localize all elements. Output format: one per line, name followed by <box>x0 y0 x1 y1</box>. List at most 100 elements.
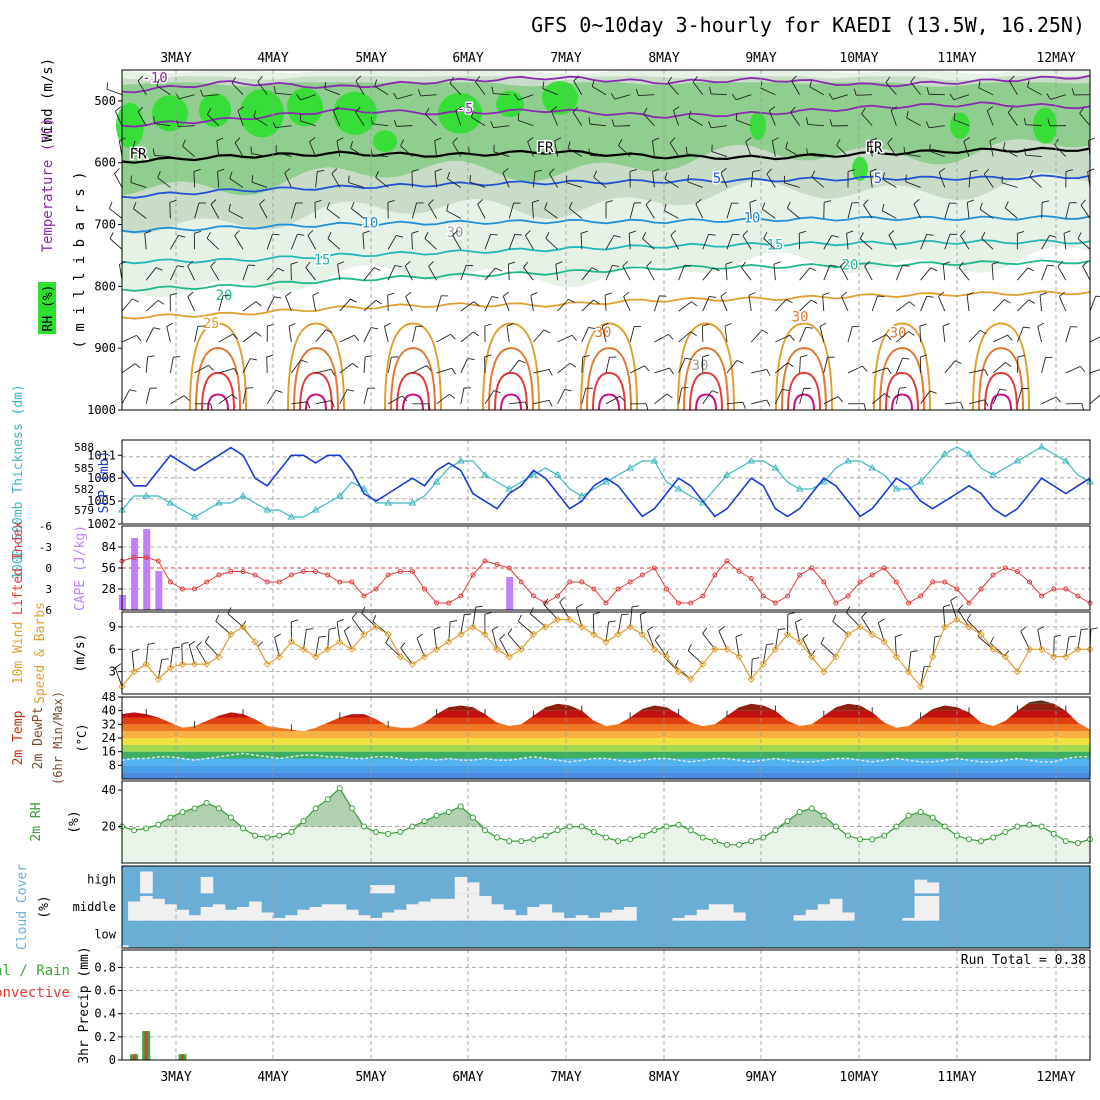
cloud-cover-cell <box>140 871 153 894</box>
rh-moist-patch <box>438 92 482 134</box>
tick-label: 28 <box>102 582 116 596</box>
upper-wind-barb <box>449 82 462 96</box>
boundary-layer-isotherm <box>781 347 827 411</box>
upper-wind-barb <box>799 327 807 343</box>
boundary-layer-isotherm <box>201 371 235 411</box>
upper-wind-barb <box>944 360 956 374</box>
wind-barb-flag <box>1057 261 1064 267</box>
upper-wind-barb <box>460 388 465 404</box>
cloud-cover-cell <box>382 885 395 894</box>
tick-label: 0.4 <box>94 1007 116 1021</box>
upper-wind-barb <box>740 267 752 281</box>
wind-barb-flag <box>208 365 214 371</box>
upper-wind-barb <box>1065 202 1070 219</box>
wind-barb-flag <box>612 265 620 267</box>
wind-barb-flag <box>839 260 846 267</box>
lifted-index-marker <box>543 600 548 606</box>
cloud-cover-cell <box>370 917 383 921</box>
upper-wind-barb <box>130 182 147 188</box>
wind-barb-flag <box>967 199 974 203</box>
rh2m-axis-label: 2m RH <box>29 802 44 841</box>
wind-barb-flag <box>275 389 283 393</box>
upper-wind-barb <box>266 267 278 281</box>
lifted-index-marker <box>301 569 306 574</box>
upper-wind-barb <box>944 202 950 219</box>
wind-barb-flag <box>664 203 667 211</box>
wind-barb-flag <box>787 362 794 368</box>
upper-wind-barb <box>628 233 631 250</box>
wind-barb-flag <box>635 88 639 96</box>
wind-barb-flag <box>523 261 529 268</box>
wind-barb-flag <box>468 146 470 154</box>
upper-wind-barb <box>856 94 873 96</box>
wind-barb-flag <box>991 261 999 265</box>
wind-barb-flag <box>1065 169 1073 172</box>
upper-wind-barb <box>332 110 341 126</box>
wind-barb-flag <box>688 110 692 118</box>
upper-wind-barb <box>775 334 791 343</box>
wind-barb-flag <box>452 230 458 236</box>
thickness-tick-label: 579 <box>74 504 94 517</box>
upper-wind-barb <box>847 326 853 343</box>
wind-speed-marker <box>239 623 247 631</box>
upper-wind-barb <box>942 326 946 343</box>
lifted-index-marker <box>881 565 887 571</box>
rh-marker <box>409 823 416 830</box>
upper-wind-barb <box>645 204 655 219</box>
rh-marker <box>361 823 367 830</box>
upper-wind-barb <box>502 172 510 188</box>
upper-wind-barb <box>106 88 123 96</box>
wind-barb-flag <box>1020 626 1027 632</box>
wind-barb-flag <box>328 627 337 630</box>
upper-wind-barb <box>1041 396 1057 405</box>
rh-marker <box>1050 830 1057 837</box>
wind-barb-flag <box>890 106 898 111</box>
upper-wind-barb <box>114 173 123 188</box>
upper-wind-barb <box>605 235 615 250</box>
surface-wind-barb <box>687 650 704 665</box>
wind-barb-flag <box>532 199 540 203</box>
wind-barb-flag <box>405 291 412 297</box>
wind-barb-flag <box>166 322 174 327</box>
wind-barb-flag <box>702 627 708 634</box>
upper-wind-barb <box>210 266 220 281</box>
wind-barb-flag <box>161 658 169 660</box>
upper-wind-barb <box>524 235 534 250</box>
upper-wind-barb <box>424 238 437 250</box>
upper-wind-barb <box>989 140 994 157</box>
wind-barb-flag <box>394 265 402 268</box>
wind-barb-flag <box>887 367 892 375</box>
wind-speed-marker <box>699 660 707 668</box>
upper-wind-barb <box>194 364 209 374</box>
upper-wind-barb <box>839 265 849 281</box>
wind-speed-marker <box>626 623 634 631</box>
upper-wind-barb <box>475 81 486 95</box>
cloud-cover-cell <box>406 904 419 921</box>
wind-barb-flag <box>861 611 867 618</box>
upper-wind-barb <box>251 153 268 157</box>
wind-barb-flag <box>1082 260 1089 267</box>
upper-wind-barb <box>906 117 921 127</box>
wind-speed-marker <box>928 653 937 661</box>
cloud-cover-cell <box>841 912 855 921</box>
wind-barb-flag <box>147 355 155 358</box>
upper-wind-barb <box>944 233 951 250</box>
thickness-marker <box>868 464 877 471</box>
cloud-cover-cell <box>926 896 940 921</box>
wind-speed-marker <box>215 653 223 661</box>
wind-speed-marker <box>1049 653 1058 661</box>
lifted-index-marker <box>373 586 379 592</box>
lifted-index-marker <box>434 600 440 606</box>
upper-wind-barb <box>266 390 277 405</box>
wind-barb-flag <box>1004 299 1011 304</box>
wind-barb-flag <box>924 665 932 668</box>
upper-wind-barb <box>109 238 123 250</box>
temperature-band <box>122 758 1090 766</box>
wind-speed-marker <box>771 645 780 653</box>
upper-wind-barb <box>1001 182 1018 188</box>
wind-barb-flag <box>899 387 907 389</box>
upper-wind-barb <box>242 264 249 281</box>
thickness-marker <box>602 478 610 485</box>
upper-wind-barb <box>678 331 692 343</box>
wind-barb-flag <box>401 395 408 402</box>
